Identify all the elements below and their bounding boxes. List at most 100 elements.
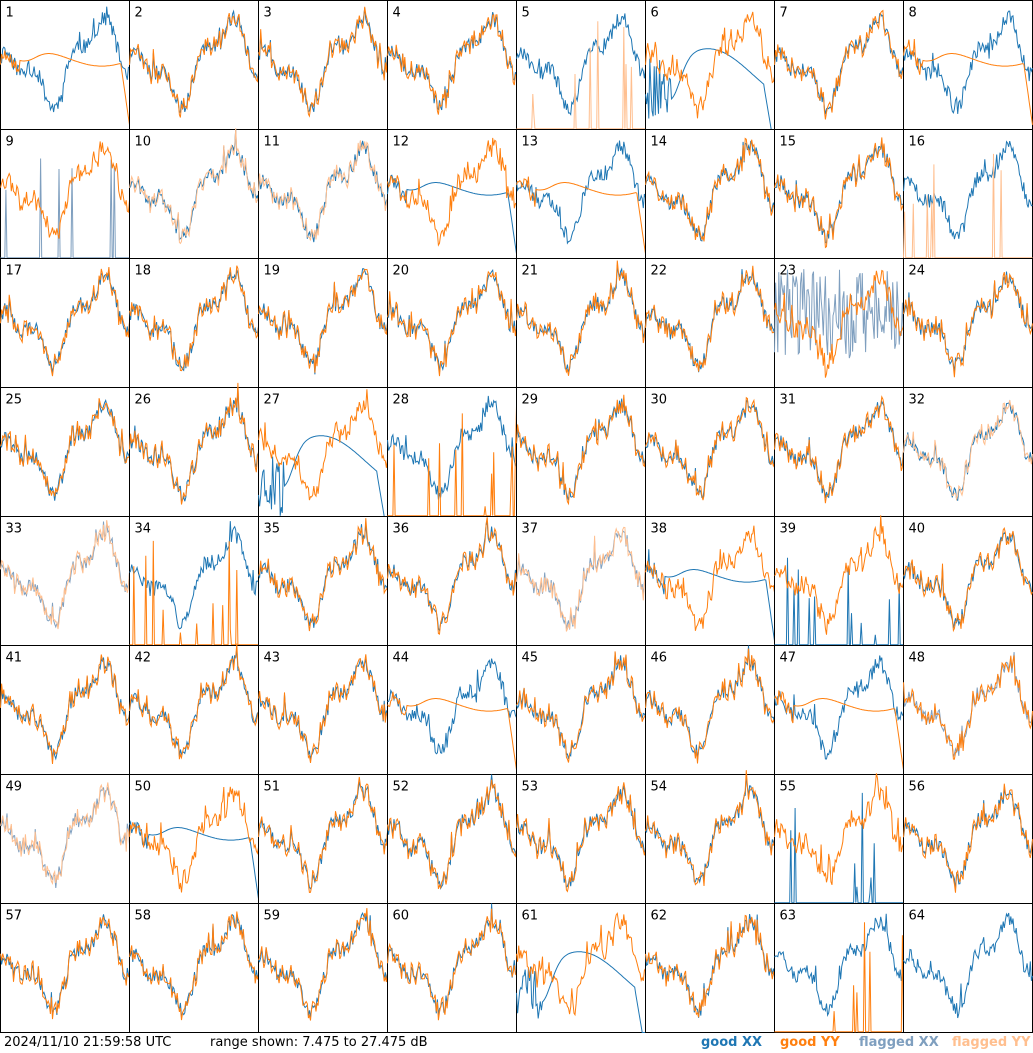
series-yy-line <box>516 176 646 254</box>
series-xx-line <box>645 48 775 130</box>
panel-12: 12 <box>387 129 517 259</box>
panel-frame <box>387 516 517 646</box>
series-yy-line <box>903 400 1033 502</box>
series-xx-line <box>774 557 904 646</box>
legend-good-xx: good XX <box>701 1035 763 1050</box>
series-yy-line <box>129 12 259 118</box>
panel-39: 39 <box>774 515 904 646</box>
series-yy-line <box>774 9 904 120</box>
panel-1: 1 <box>0 0 130 130</box>
panel-48: 48 <box>903 645 1033 775</box>
series-xx-line <box>387 395 517 500</box>
panel-53: 53 <box>516 774 646 904</box>
series-yy-line <box>645 396 775 501</box>
series-yy-line <box>387 13 517 115</box>
series-yy-line <box>0 267 130 377</box>
panel-frame <box>516 129 646 259</box>
panel-frame <box>258 258 388 388</box>
series-yy-line <box>645 770 775 887</box>
series-yy-line <box>129 911 259 1021</box>
panel-label: 37 <box>522 522 539 537</box>
series-xx-line <box>129 820 259 899</box>
series-yy-line <box>0 782 130 886</box>
panel-56: 56 <box>903 774 1033 904</box>
series-yy-line <box>645 525 775 631</box>
series-xx-line <box>903 140 1033 240</box>
panel-label: 53 <box>522 780 539 795</box>
panel-label: 59 <box>264 909 281 924</box>
panel-3: 3 <box>258 0 388 130</box>
panel-57: 57 <box>0 903 130 1033</box>
series-xx-line <box>0 158 130 259</box>
panel-58: 58 <box>129 903 259 1033</box>
panel-frame <box>0 774 130 904</box>
panel-label: 13 <box>522 135 539 150</box>
panel-label: 35 <box>264 522 281 537</box>
series-yy-line <box>258 908 388 1021</box>
panel-frame <box>258 0 388 130</box>
panel-16: 16 <box>903 129 1033 259</box>
series-xx-line <box>516 140 646 245</box>
series-xx-line <box>903 271 1033 373</box>
panel-2: 2 <box>129 0 259 130</box>
panel-frame <box>129 774 259 904</box>
panel-label: 38 <box>651 522 668 537</box>
panel-21: 21 <box>516 258 646 388</box>
panel-label: 31 <box>780 393 797 408</box>
panel-50: 50 <box>129 774 259 904</box>
series-yy-line <box>387 908 517 1021</box>
panel-29: 29 <box>516 387 646 517</box>
series-yy-line <box>258 268 388 373</box>
panel-17: 17 <box>0 258 130 388</box>
panel-label: 51 <box>264 780 281 795</box>
legend-good-yy: good YY <box>780 1035 840 1050</box>
series-yy-line <box>387 779 517 890</box>
panel-label: 41 <box>6 651 23 666</box>
series-yy-line <box>774 137 904 249</box>
panel-61: 61 <box>516 903 646 1033</box>
panel-label: 45 <box>522 651 539 666</box>
panel-label: 48 <box>909 651 926 666</box>
series-xx-line <box>129 387 259 503</box>
panel-label: 62 <box>651 909 668 924</box>
panel-59: 59 <box>258 903 388 1033</box>
panel-8: 8 <box>903 0 1033 130</box>
panel-label: 26 <box>135 393 152 408</box>
panel-frame <box>258 645 388 775</box>
panel-28: 28 <box>387 387 517 517</box>
panel-frame <box>258 774 388 904</box>
panel-20: 20 <box>387 258 517 388</box>
series-yy-line <box>387 270 517 377</box>
series-yy-line <box>129 786 259 893</box>
series-yy-line <box>903 153 1033 259</box>
panel-label: 15 <box>780 135 797 150</box>
panel-62: 62 <box>645 903 775 1033</box>
series-yy-line <box>0 50 130 125</box>
panel-frame <box>903 903 1033 1033</box>
panel-frame <box>0 387 130 517</box>
series-yy-line <box>258 140 388 241</box>
series-yy-line <box>516 782 646 893</box>
panel-30: 30 <box>645 387 775 517</box>
panel-frame <box>0 129 130 259</box>
panel-frame <box>258 903 388 1033</box>
series-yy-line <box>258 6 388 118</box>
legend-flagged-xx: flagged XX <box>859 1035 939 1050</box>
series-yy-line <box>258 654 388 763</box>
panel-label: 8 <box>909 6 917 21</box>
series-xx-line <box>774 655 904 760</box>
series-xx-line <box>258 781 388 890</box>
panel-frame <box>774 516 904 646</box>
panel-4: 4 <box>387 0 517 130</box>
series-yy-line <box>903 783 1033 893</box>
panel-label: 5 <box>522 6 530 21</box>
series-yy-line <box>129 265 259 372</box>
series-yy-line <box>645 11 775 119</box>
series-yy-line <box>774 395 904 504</box>
series-yy-line <box>387 691 517 770</box>
series-yy-line <box>645 914 775 1018</box>
series-yy-line <box>516 394 646 506</box>
series-yy-line <box>903 38 1033 125</box>
